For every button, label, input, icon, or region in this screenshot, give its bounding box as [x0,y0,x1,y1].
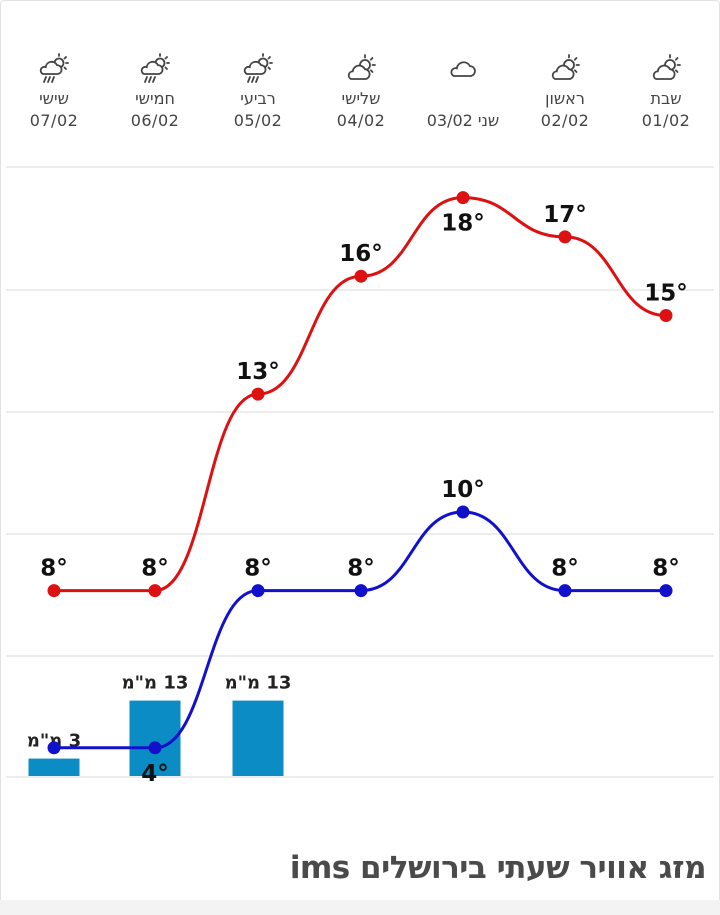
day-name: רביעי [240,89,276,108]
widget-caption: מזג אוויר שעתי בירושלים ims [289,850,707,886]
data-point [47,741,61,755]
precip-label: 13 מ"מ [122,673,189,694]
data-label: 18° [441,211,485,237]
data-point [659,584,673,598]
data-point [456,191,470,205]
day-name: שבת [650,89,682,108]
data-label: 8° [551,556,579,582]
data-label: 8° [347,556,375,582]
day-name: שישי [39,89,69,108]
data-point [659,309,673,322]
day-date: 01/02 [641,111,691,130]
day-date: 06/02 [130,111,180,130]
partly-cloudy-sun-icon [311,48,411,88]
data-label: 16° [339,241,383,267]
data-point [251,584,265,598]
data-point [251,387,265,401]
precip-bar [129,700,181,776]
day-column: שני 03/02 [413,48,513,132]
footer-band [0,900,720,915]
day-column: חמישי 06/02 [105,48,205,132]
data-label: 8° [652,556,680,582]
data-label: 10° [441,477,485,503]
data-point [148,584,162,598]
precip-bar [28,758,80,776]
rain-sun-cloud-icon [208,48,308,88]
rain-sun-cloud-icon [105,48,205,88]
data-label: 15° [644,281,688,307]
data-point [558,584,572,598]
data-label: 8° [244,556,272,582]
day-column: שישי 07/02 [4,48,104,132]
day-name: ראשון [545,89,585,108]
day-column: רביעי 05/02 [208,48,308,132]
data-label: 17° [543,202,587,228]
day-name: חמישי [135,89,175,108]
day-column: שבת 01/02 [616,48,716,132]
data-point [558,230,572,244]
precip-label: 13 מ"מ [225,673,292,694]
data-point [354,269,368,283]
data-label: 13° [236,359,280,385]
days-header: שבת 01/02 ראשון 02/02 שני 03/02 שלישי 04/02 רבי… [0,48,720,148]
day-name: שלישי [341,89,381,108]
day-date: 05/02 [233,111,283,130]
day-date: 07/02 [29,111,79,130]
data-point [47,584,61,598]
day-column: ראשון 02/02 [515,48,615,132]
cloud-icon [413,48,513,88]
data-point [148,741,162,755]
partly-cloudy-sun-icon [616,48,716,88]
day-date: 04/02 [336,111,386,130]
precip-bar [232,700,284,776]
day-column: שלישי 04/02 [311,48,411,132]
data-point [354,584,368,598]
data-label: 8° [141,556,169,582]
data-label: 4° [141,761,169,787]
data-point [456,505,470,519]
partly-cloudy-sun-icon [515,48,615,88]
data-label: 8° [40,556,68,582]
day-date: 02/02 [540,111,590,130]
rain-sun-cloud-icon [4,48,104,88]
day-name: שני 03/02 [426,111,500,130]
